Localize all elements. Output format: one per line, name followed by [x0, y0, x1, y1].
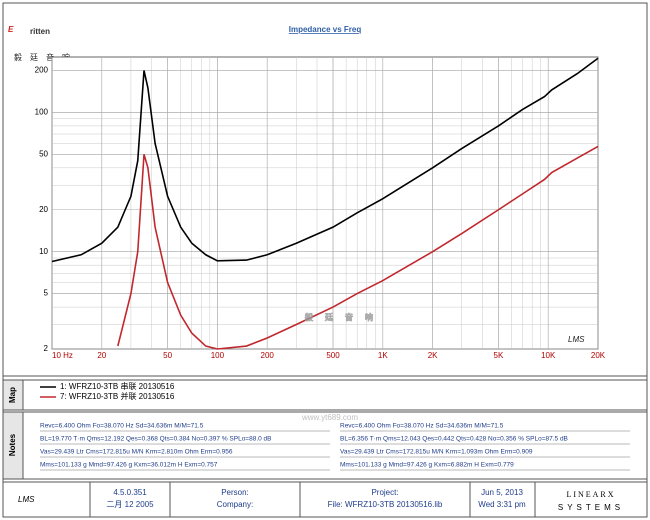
notes-side [2, 411, 24, 480]
note-line: BL=19.770 T·m Qms=12.192 Qes=0.368 Qts=0… [40, 436, 272, 443]
footer [2, 481, 648, 518]
y-tick-label: 20 [39, 205, 48, 214]
x-tick-label: 20K [591, 351, 606, 360]
legend-label: 7: WFRZ10-3TB 并联 20130516 [60, 391, 175, 401]
x-tick-label: 20 [97, 351, 106, 360]
x-tick-label: 100 [211, 351, 225, 360]
logo-brand: ritten [30, 27, 50, 36]
map-label: Map [8, 387, 17, 403]
x-tick-label: 10K [541, 351, 556, 360]
company: Company: [217, 500, 253, 509]
y-tick-label: 5 [44, 289, 49, 298]
series-line [117, 145, 599, 350]
note-line: Vas=29.439 Ltr Cms=172.815u M/N Krm=2.81… [40, 449, 233, 456]
y-tick-label: 100 [35, 108, 49, 117]
y-tick-label: 50 [39, 149, 48, 158]
x-tick-label: 50 [163, 351, 172, 360]
note-line: Mms=101.133 g Mmd=97.426 g Kxm=36.012m H… [40, 462, 218, 469]
x-tick-label: 2K [428, 351, 438, 360]
time: Wed 3:31 pm [478, 500, 526, 509]
logo-chinese: 毅廷音响 [14, 52, 78, 62]
y-tick-label: 10 [39, 247, 48, 256]
person: Person: [221, 488, 249, 497]
note-line: Revc=6.400 Ohm Fo=38.070 Hz Sd=34.636m M… [340, 423, 504, 430]
version: 4.5.0.351 [113, 488, 147, 497]
note-line: Revc=6.400 Ohm Fo=38.070 Hz Sd=34.636m M… [40, 423, 204, 430]
map-side [2, 379, 24, 411]
chart-title: Impedance vs Freq [289, 25, 362, 34]
project: Project: [371, 488, 398, 497]
build-date: 二月 12 2005 [106, 500, 154, 509]
note-line: BL=6.356 T·m Qms=12.043 Qes=0.442 Qts=0.… [340, 436, 568, 443]
plot-logo: LMS [568, 335, 585, 344]
notes-label: Notes [8, 433, 17, 456]
x-tick-label: 10 Hz [52, 351, 73, 360]
logo-initial: E [8, 25, 14, 34]
file: File: WFRZ10-3TB 20130516.lib [328, 500, 443, 509]
series-line [51, 57, 599, 263]
x-tick-label: 1K [378, 351, 388, 360]
x-tick-label: 5K [494, 351, 504, 360]
note-line: Vas=29.439 Ltr Cms=172.815u M/N Krm=1.09… [340, 449, 533, 456]
vendor: LINEARX [566, 490, 615, 499]
x-tick-label: 200 [261, 351, 275, 360]
legend-label: 1: WFRZ10-3TB 串联 20130516 [60, 382, 175, 391]
y-tick-label: 200 [35, 66, 49, 75]
y-tick-label: 2 [44, 344, 49, 353]
notes: Revc=6.400 Ohm Fo=38.070 Hz Sd=34.636m M… [40, 423, 630, 471]
watermark-url: www.yt689.com [301, 413, 358, 422]
note-line: Mms=101.133 g Mmd=97.426 g Kxm=6.882m H … [340, 462, 514, 469]
footer-logo: LMS [18, 495, 35, 504]
watermark-chinese: 毅廷音响 [305, 312, 385, 322]
plot-area [51, 56, 599, 350]
plot: 10 Hz 20 50 100 200 500 1K 2K 5K 10K 20K 2 5 10 20 50 10… [35, 56, 606, 360]
chart-frame [2, 2, 648, 377]
x-tick-label: 500 [326, 351, 340, 360]
date: Jun 5, 2013 [481, 488, 523, 497]
vendor-sub: SYSTEMS [558, 503, 624, 512]
